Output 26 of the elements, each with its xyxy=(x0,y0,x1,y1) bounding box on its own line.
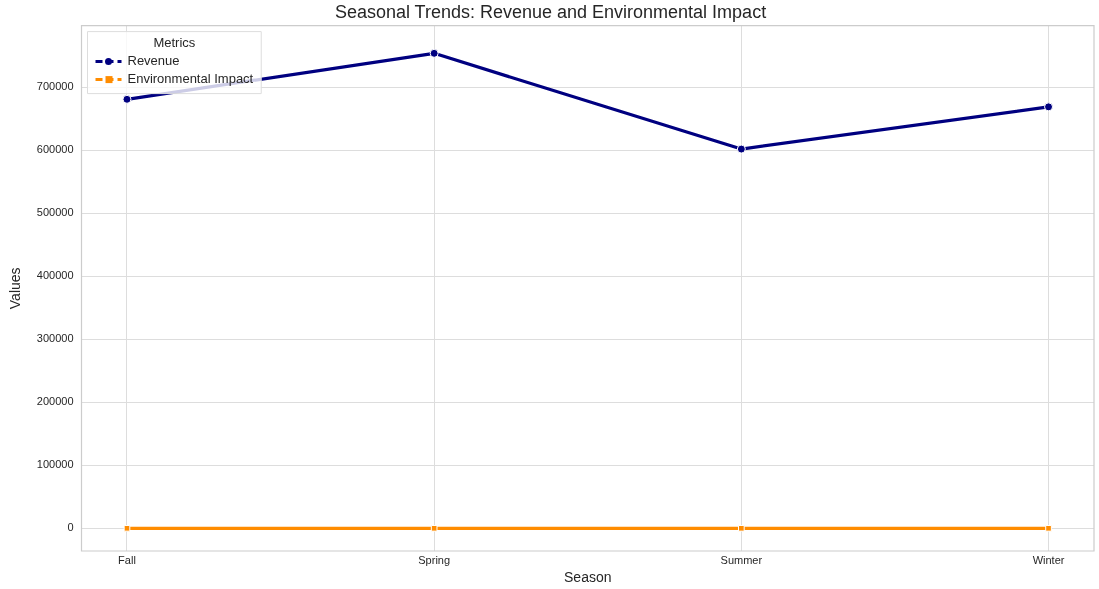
point xyxy=(122,94,132,104)
point xyxy=(1045,524,1052,532)
x-tick-label: Fall xyxy=(118,553,136,566)
y-axis-title: Values xyxy=(7,267,24,310)
y-tick-label: 300000 xyxy=(36,332,74,345)
point xyxy=(738,524,745,532)
point xyxy=(430,524,438,532)
point xyxy=(429,48,439,58)
legend-label: Environmental Impact xyxy=(127,71,254,87)
y-tick-label: 600000 xyxy=(36,143,74,156)
point xyxy=(123,524,131,532)
x-tick-label: Spring xyxy=(418,553,451,566)
point xyxy=(1044,102,1054,112)
y-tick-label: 400000 xyxy=(36,269,74,282)
legend-label: Revenue xyxy=(127,53,180,69)
y-tick-label: 700000 xyxy=(36,80,74,93)
chart-title: Seasonal Trends: Revenue and Environmental Impact xyxy=(334,1,767,22)
x-tick-label: Winter xyxy=(1032,553,1065,566)
y-tick-label: 0 xyxy=(67,521,74,534)
x-tick-label: Summer xyxy=(720,553,763,566)
point xyxy=(736,144,746,154)
x-axis-title: Season xyxy=(564,569,612,586)
y-tick-label: 200000 xyxy=(36,395,74,408)
y-tick-label: 100000 xyxy=(36,458,74,471)
y-tick-label: 500000 xyxy=(36,206,74,219)
legend-title: Metrics xyxy=(153,35,196,51)
